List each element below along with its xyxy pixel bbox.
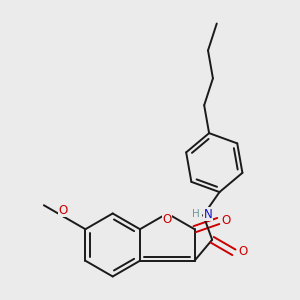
Text: O: O: [222, 214, 231, 227]
Text: O: O: [238, 245, 247, 258]
Text: O: O: [163, 213, 172, 226]
Text: N: N: [203, 208, 212, 221]
Text: O: O: [58, 204, 68, 217]
Text: H: H: [192, 209, 200, 219]
